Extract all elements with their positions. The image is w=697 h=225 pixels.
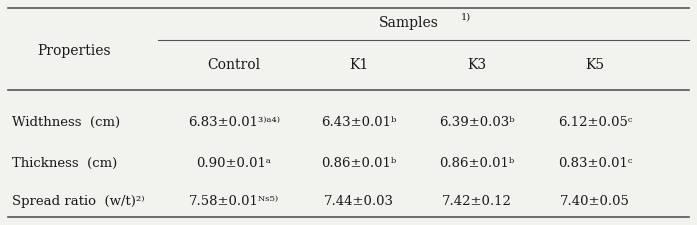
Text: K1: K1 (349, 58, 369, 72)
Text: 7.40±0.05: 7.40±0.05 (560, 195, 630, 208)
Text: 6.43±0.01ᵇ: 6.43±0.01ᵇ (321, 116, 397, 129)
Text: Properties: Properties (38, 44, 111, 58)
Text: K3: K3 (468, 58, 487, 72)
Text: Spread ratio  (w/t)²⁾: Spread ratio (w/t)²⁾ (12, 195, 144, 208)
Text: 6.39±0.03ᵇ: 6.39±0.03ᵇ (439, 116, 515, 129)
Text: 0.90±0.01ᵃ: 0.90±0.01ᵃ (197, 157, 271, 170)
Text: Control: Control (208, 58, 261, 72)
Text: 0.86±0.01ᵇ: 0.86±0.01ᵇ (321, 157, 397, 170)
Text: Samples: Samples (379, 16, 439, 29)
Text: 7.44±0.03: 7.44±0.03 (324, 195, 394, 208)
Text: 0.83±0.01ᶜ: 0.83±0.01ᶜ (558, 157, 632, 170)
Text: K5: K5 (585, 58, 604, 72)
Text: 1): 1) (461, 12, 471, 21)
Text: 7.42±0.12: 7.42±0.12 (442, 195, 512, 208)
Text: 0.86±0.01ᵇ: 0.86±0.01ᵇ (439, 157, 514, 170)
Text: Thickness  (cm): Thickness (cm) (12, 157, 117, 170)
Text: 6.12±0.05ᶜ: 6.12±0.05ᶜ (558, 116, 632, 129)
Text: 6.83±0.01³⁾ᵃ⁴⁾: 6.83±0.01³⁾ᵃ⁴⁾ (188, 116, 280, 129)
Text: 7.58±0.01ᴺˢ⁵⁾: 7.58±0.01ᴺˢ⁵⁾ (189, 195, 279, 208)
Text: Widthness  (cm): Widthness (cm) (12, 116, 120, 129)
